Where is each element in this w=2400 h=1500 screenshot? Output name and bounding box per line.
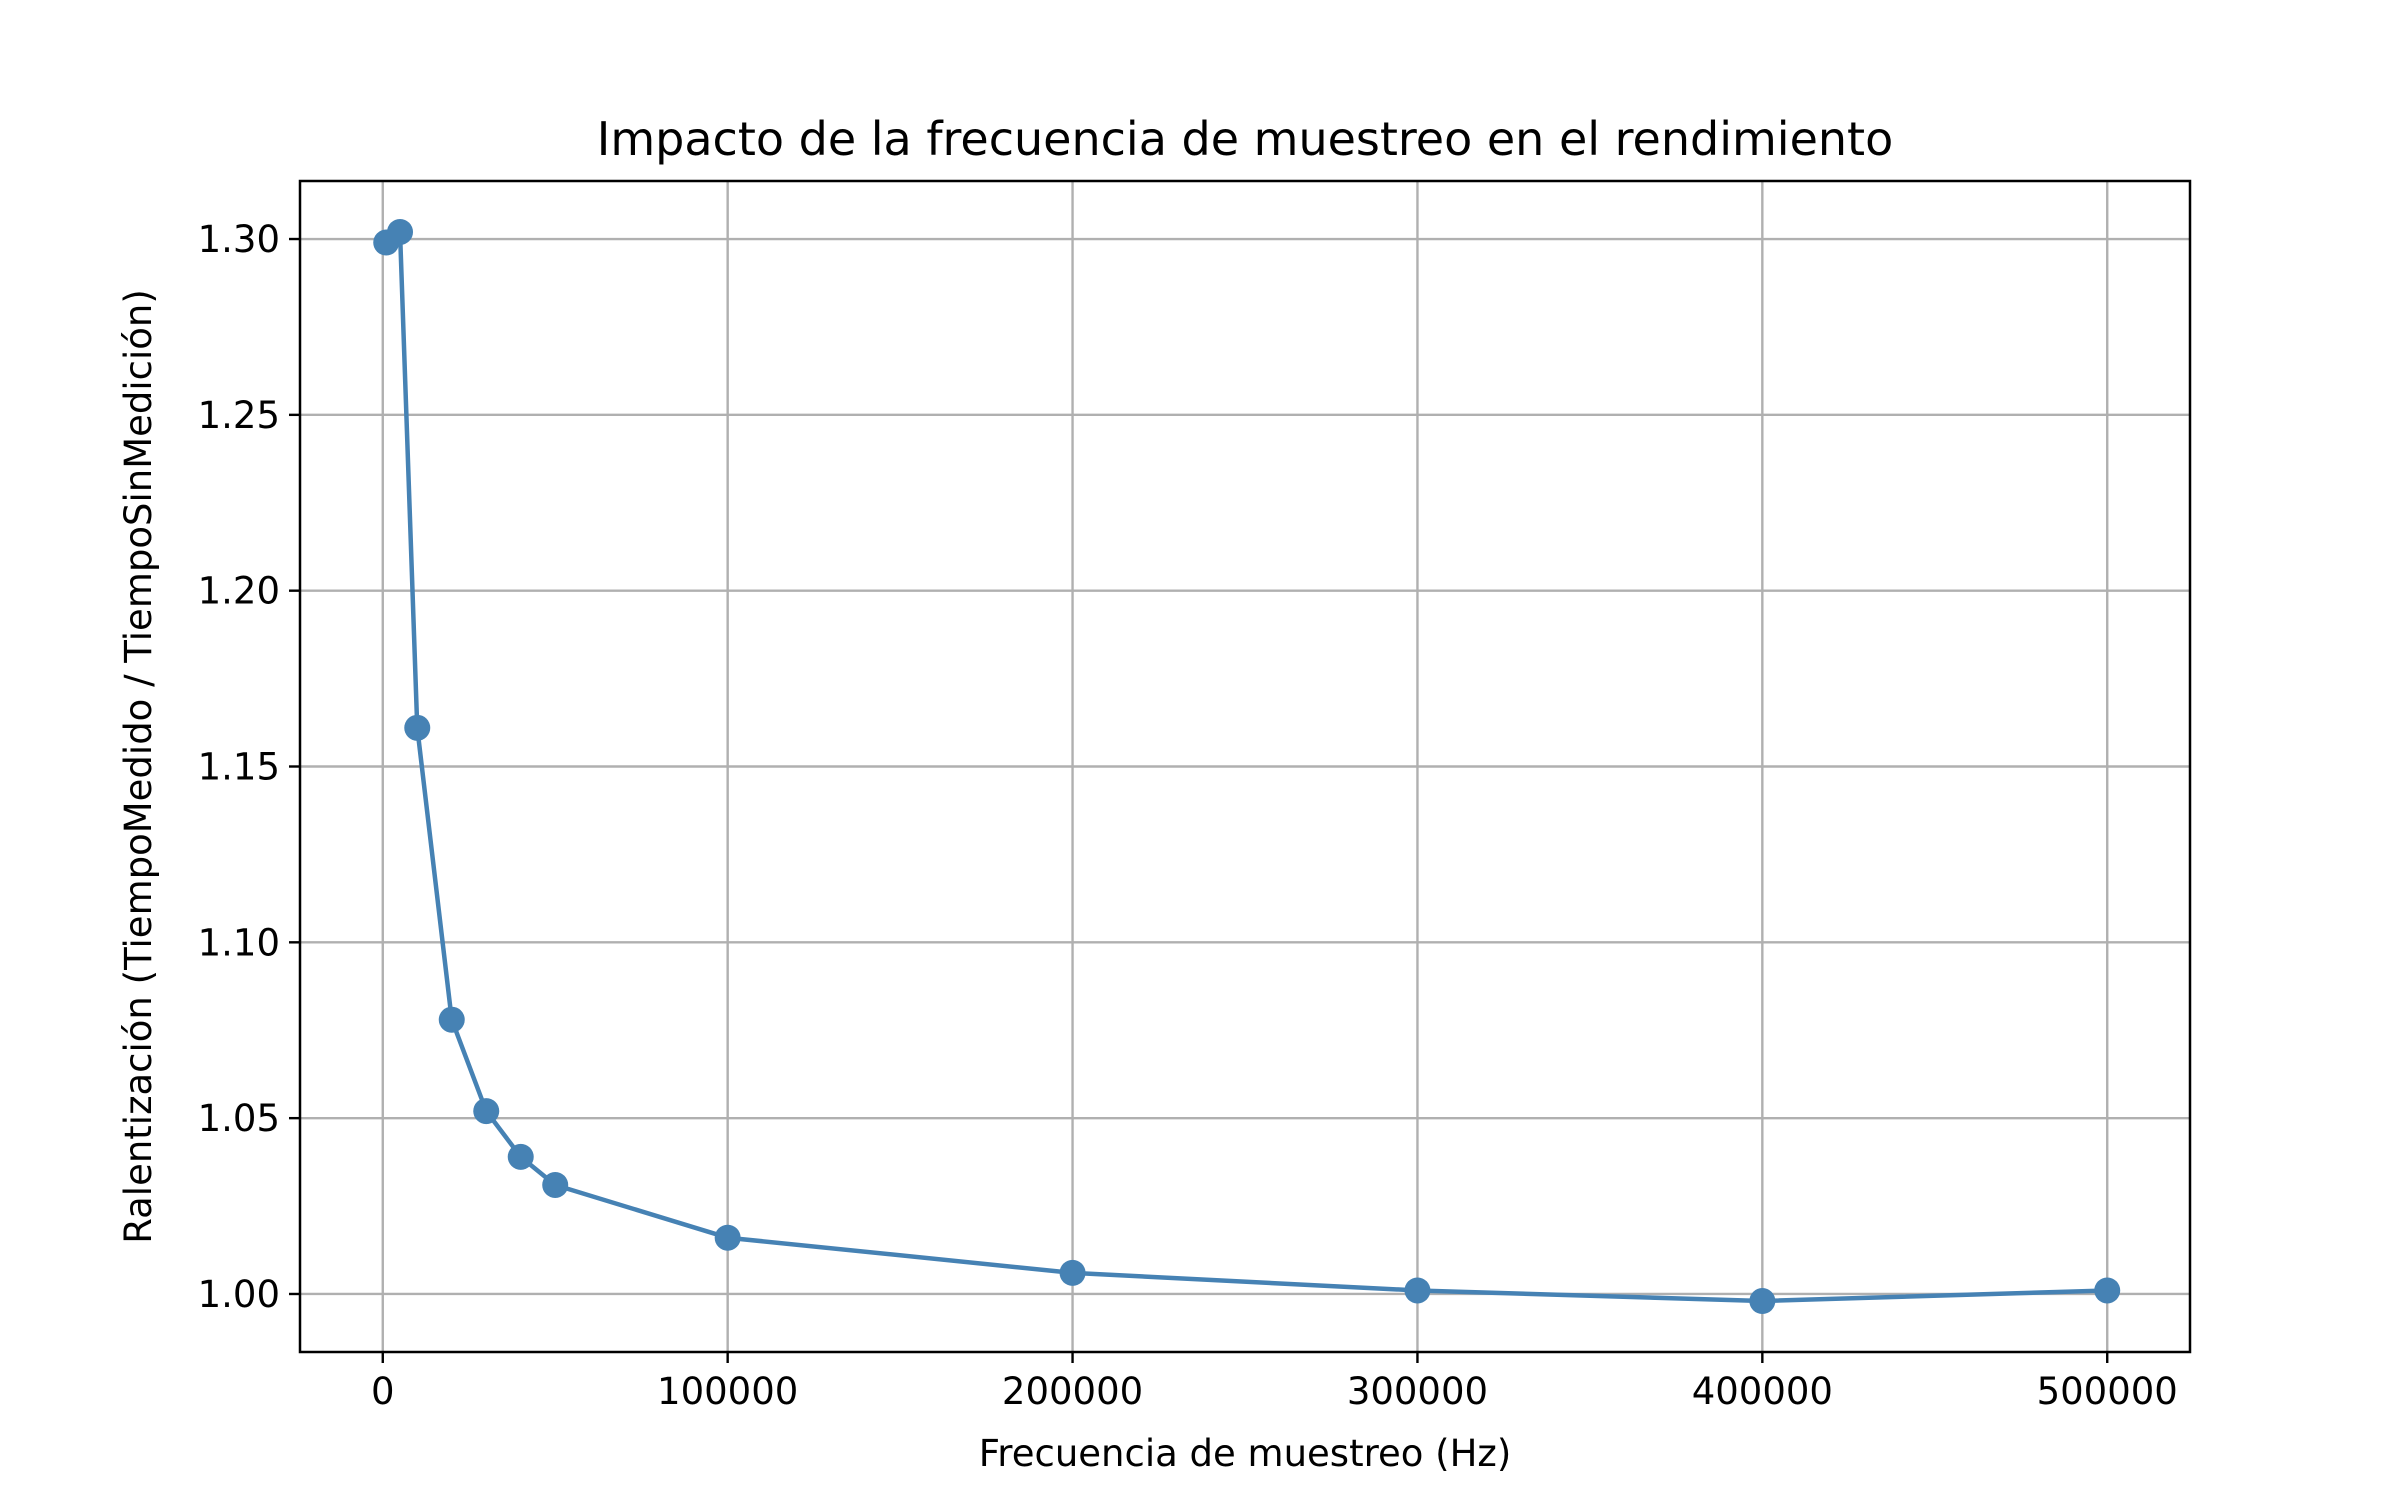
data-point: [1059, 1259, 1086, 1286]
data-point: [2094, 1277, 2121, 1304]
data-point: [714, 1224, 741, 1251]
y-tick-label: 1.15: [198, 746, 280, 789]
data-point: [404, 714, 431, 741]
x-tick-label: 500000: [2037, 1370, 2178, 1413]
data-point: [1404, 1277, 1431, 1304]
data-point: [542, 1171, 569, 1198]
x-tick-label: 400000: [1692, 1370, 1833, 1413]
data-point: [387, 218, 414, 245]
x-tick-label: 100000: [657, 1370, 798, 1413]
x-axis-label: Frecuencia de muestreo (Hz): [979, 1432, 1512, 1475]
y-tick-label: 1.00: [198, 1273, 280, 1316]
chart-title: Impacto de la frecuencia de muestreo en …: [597, 112, 1893, 166]
x-tick-label: 200000: [1002, 1370, 1143, 1413]
y-tick-label: 1.30: [198, 218, 280, 261]
grid: [300, 181, 2190, 1352]
y-tick-label: 1.25: [198, 394, 280, 437]
data-point: [507, 1143, 534, 1170]
x-tick-label: 300000: [1347, 1370, 1488, 1413]
data-point: [473, 1098, 500, 1125]
data-point: [438, 1006, 465, 1033]
series-line: [383, 229, 2110, 1304]
y-axis-label: Ralentización (TiempoMedido / TiempoSinM…: [117, 289, 160, 1244]
series-layer: [373, 218, 2121, 1315]
y-tick-label: 1.20: [198, 570, 280, 613]
ticks: 0 100000 200000 300000 400000 500000 1.00 1.05 1…: [198, 218, 2178, 1413]
data-point: [1749, 1288, 1776, 1315]
y-tick-label: 1.05: [198, 1097, 280, 1140]
y-tick-label: 1.10: [198, 921, 280, 964]
x-tick-label: 0: [371, 1370, 395, 1413]
